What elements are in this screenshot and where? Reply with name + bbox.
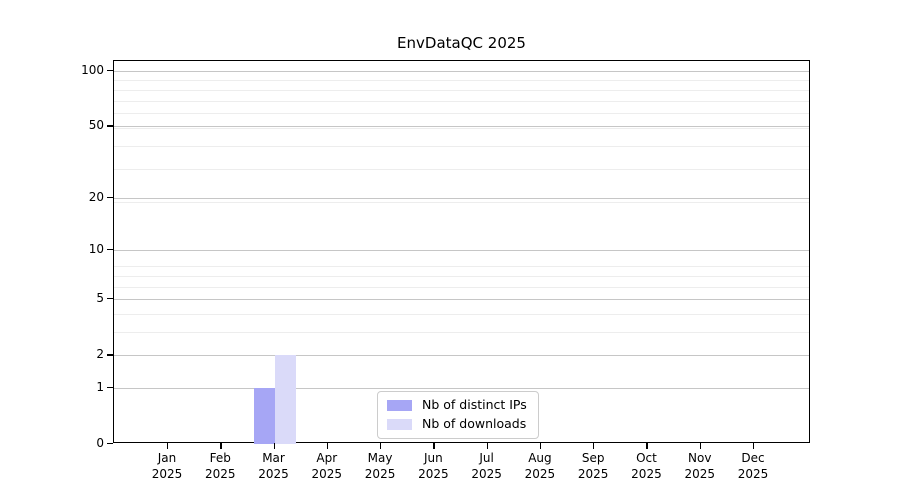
x-tick-label: May 2025 xyxy=(340,450,420,482)
x-tick-label: Jan 2025 xyxy=(127,450,207,482)
x-tick-label: Mar 2025 xyxy=(234,450,314,482)
y-axis-tick xyxy=(107,386,113,389)
legend-item-downloads: Nb of downloads xyxy=(387,417,527,431)
x-tick-label: Feb 2025 xyxy=(180,450,260,482)
x-tick-label-year: 2025 xyxy=(471,467,502,481)
x-tick-label-month: Jun xyxy=(423,451,443,465)
x-tick-label-month: Aug xyxy=(528,451,552,465)
x-tick-label-year: 2025 xyxy=(577,467,609,481)
plot-area xyxy=(113,60,810,444)
legend-label-distinct-ips: Nb of distinct IPs xyxy=(422,397,527,412)
y-gridline-major xyxy=(114,71,809,72)
y-gridline-minor xyxy=(114,201,809,203)
x-tick-label-month: Dec xyxy=(741,451,765,465)
y-tick-label: 5 xyxy=(96,291,104,306)
y-axis-tick xyxy=(107,298,113,300)
x-tick-label: Oct 2025 xyxy=(606,450,686,482)
y-gridline-minor xyxy=(114,169,809,171)
y-gridline-major xyxy=(114,197,809,199)
y-axis-tick xyxy=(107,354,113,356)
y-gridline-minor xyxy=(114,127,809,129)
y-gridline-major xyxy=(114,126,809,128)
x-tick-label-year: 2025 xyxy=(684,467,715,481)
x-tick-label-month: Jul xyxy=(479,451,494,465)
x-tick-label-year: 2025 xyxy=(737,467,769,481)
x-tick-label: Nov 2025 xyxy=(660,450,740,482)
legend-item-distinct-ips: Nb of distinct IPs xyxy=(387,398,527,412)
x-tick-label-month: May xyxy=(367,451,393,465)
y-gridline-minor xyxy=(114,100,809,102)
x-axis-tick xyxy=(593,443,595,449)
y-tick-label: 2 xyxy=(96,347,104,362)
legend: Nb of distinct IPs Nb of downloads xyxy=(377,391,539,439)
y-axis-tick xyxy=(107,196,113,199)
x-tick-label-year: 2025 xyxy=(311,467,343,481)
x-tick-label-year: 2025 xyxy=(364,467,396,481)
y-gridline-major xyxy=(114,299,809,301)
x-tick-label: Sep 2025 xyxy=(553,450,633,482)
x-tick-label-month: Nov xyxy=(688,451,712,465)
y-gridline-minor xyxy=(114,89,809,91)
y-gridline-minor xyxy=(114,275,809,277)
y-tick-label: 0 xyxy=(96,436,104,450)
x-tick-label-month: Mar xyxy=(262,451,285,465)
x-tick-label-year: 2025 xyxy=(204,467,236,481)
y-tick-label: 10 xyxy=(88,242,104,257)
x-tick-label: Jun 2025 xyxy=(393,450,473,482)
x-tick-label-year: 2025 xyxy=(151,467,183,481)
x-axis-tick xyxy=(753,443,755,449)
y-gridline-minor xyxy=(114,145,809,147)
bar-distinct-ips-mar xyxy=(253,387,275,444)
y-axis-tick xyxy=(107,70,113,72)
x-tick-label-month: Feb xyxy=(209,451,231,465)
y-gridline-minor xyxy=(114,286,809,288)
legend-swatch-downloads-icon xyxy=(387,418,412,430)
y-gridline-major xyxy=(114,355,809,357)
x-tick-label-year: 2025 xyxy=(258,467,289,481)
x-tick-label-year: 2025 xyxy=(418,467,449,481)
x-axis-tick xyxy=(167,443,169,449)
y-gridline-major xyxy=(114,387,809,389)
x-axis-tick xyxy=(380,443,382,449)
x-tick-label: Apr 2025 xyxy=(287,450,367,482)
x-tick-label-year: 2025 xyxy=(631,467,662,481)
x-tick-label: Aug 2025 xyxy=(500,450,580,482)
x-tick-label-month: Sep xyxy=(581,451,605,465)
y-axis-tick xyxy=(107,443,113,445)
legend-swatch-distinct-ips-icon xyxy=(387,399,412,411)
y-gridline-minor xyxy=(114,331,809,333)
y-tick-label: 100 xyxy=(81,63,104,77)
x-axis-tick xyxy=(433,443,435,449)
x-axis-tick xyxy=(326,443,329,449)
x-axis-tick xyxy=(273,443,275,449)
bar-downloads-mar xyxy=(274,355,296,444)
x-axis-tick xyxy=(646,443,648,449)
x-axis-tick xyxy=(486,443,488,449)
y-gridline-major xyxy=(114,250,809,252)
x-axis-tick xyxy=(220,443,222,449)
legend-label-downloads: Nb of downloads xyxy=(422,416,527,431)
y-gridline-minor xyxy=(114,113,809,115)
y-tick-label: 50 xyxy=(88,118,104,133)
chart-title: EnvDataQC 2025 xyxy=(397,34,526,52)
y-gridline-minor xyxy=(114,313,809,315)
x-tick-label: Jul 2025 xyxy=(447,450,527,482)
x-tick-label: Dec 2025 xyxy=(713,450,793,482)
y-axis-tick xyxy=(107,249,113,251)
y-tick-label: 20 xyxy=(88,189,104,204)
x-tick-label-year: 2025 xyxy=(524,467,556,481)
y-gridline-minor xyxy=(114,80,809,82)
x-tick-label-month: Apr xyxy=(316,451,338,465)
y-gridline-minor xyxy=(114,266,809,268)
y-axis-tick xyxy=(107,125,113,127)
x-tick-label-month: Jan xyxy=(157,451,177,465)
x-axis-tick xyxy=(699,443,702,449)
x-axis-tick xyxy=(539,443,542,449)
x-tick-label-month: Oct xyxy=(636,451,657,465)
y-tick-label: 1 xyxy=(96,379,104,394)
